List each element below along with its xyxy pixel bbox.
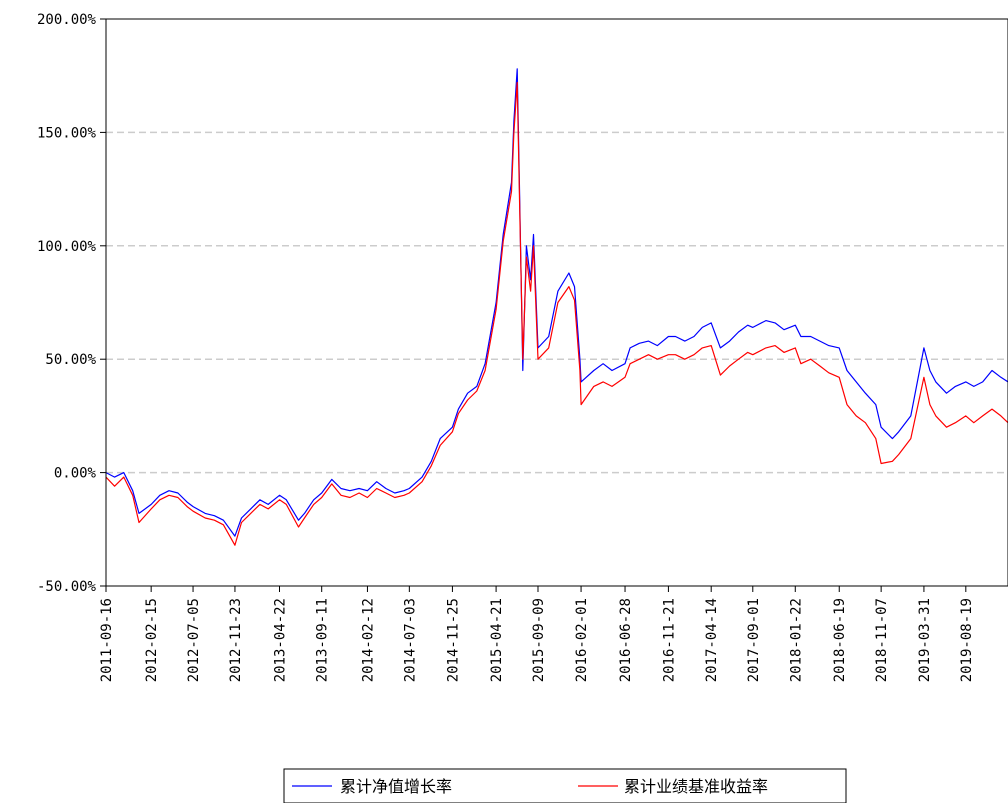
x-tick-label: 2012-07-05 — [186, 598, 202, 682]
x-tick-label: 2014-11-25 — [445, 598, 461, 682]
x-tick-label: 2012-02-15 — [144, 598, 160, 682]
series-layer — [106, 68, 1008, 546]
x-tick-label: 2016-06-28 — [618, 598, 634, 682]
y-tick-label: 50.00% — [45, 352, 96, 368]
legend-box — [283, 768, 847, 803]
series-line-2 — [106, 81, 1008, 546]
x-tick-label: 2018-06-19 — [832, 598, 848, 682]
legend-label: 累计业绩基准收益率 — [624, 777, 768, 796]
plot-area-frame — [105, 18, 1008, 587]
x-tick-label: 2014-07-03 — [402, 598, 418, 682]
x-tick-label: 2018-01-22 — [788, 598, 804, 682]
y-axis: 200.00% 150.00% 100.00% 50.00% 0.00% -50.00% — [37, 12, 106, 595]
x-tick-label: 2015-04-21 — [489, 598, 505, 682]
y-tick-label: 200.00% — [37, 12, 97, 28]
y-tick-label: -50.00% — [37, 579, 97, 595]
x-tick-label: 2014-02-12 — [360, 598, 376, 682]
y-tick-label: 0.00% — [54, 466, 97, 482]
y-tick-label: 150.00% — [37, 125, 97, 141]
x-tick-label: 2013-09-11 — [315, 598, 331, 682]
series-line-1 — [106, 68, 1008, 537]
x-tick-label: 2017-09-01 — [746, 598, 762, 682]
x-tick-label: 2011-09-16 — [99, 598, 115, 682]
x-tick-label: 2018-11-07 — [874, 598, 890, 682]
x-tick-label: 2013-04-22 — [273, 598, 289, 682]
x-axis: 2011-09-16 2012-02-15 2012-07-05 2012-11-23… — [99, 586, 975, 682]
legend: 累计净值增长率 累计业绩基准收益率 — [283, 768, 847, 803]
gridlines — [106, 131, 1008, 474]
x-tick-label: 2019-08-19 — [959, 598, 975, 682]
x-tick-label: 2015-09-09 — [531, 598, 547, 682]
x-tick-label: 2016-11-21 — [661, 598, 677, 682]
x-tick-label: 2016-02-01 — [574, 598, 590, 682]
y-tick-label: 100.00% — [37, 239, 97, 255]
legend-label: 累计净值增长率 — [340, 777, 452, 796]
x-tick-label: 2012-11-23 — [228, 598, 244, 682]
x-tick-label: 2019-03-31 — [917, 598, 933, 682]
x-tick-label: 2017-04-14 — [704, 598, 720, 682]
